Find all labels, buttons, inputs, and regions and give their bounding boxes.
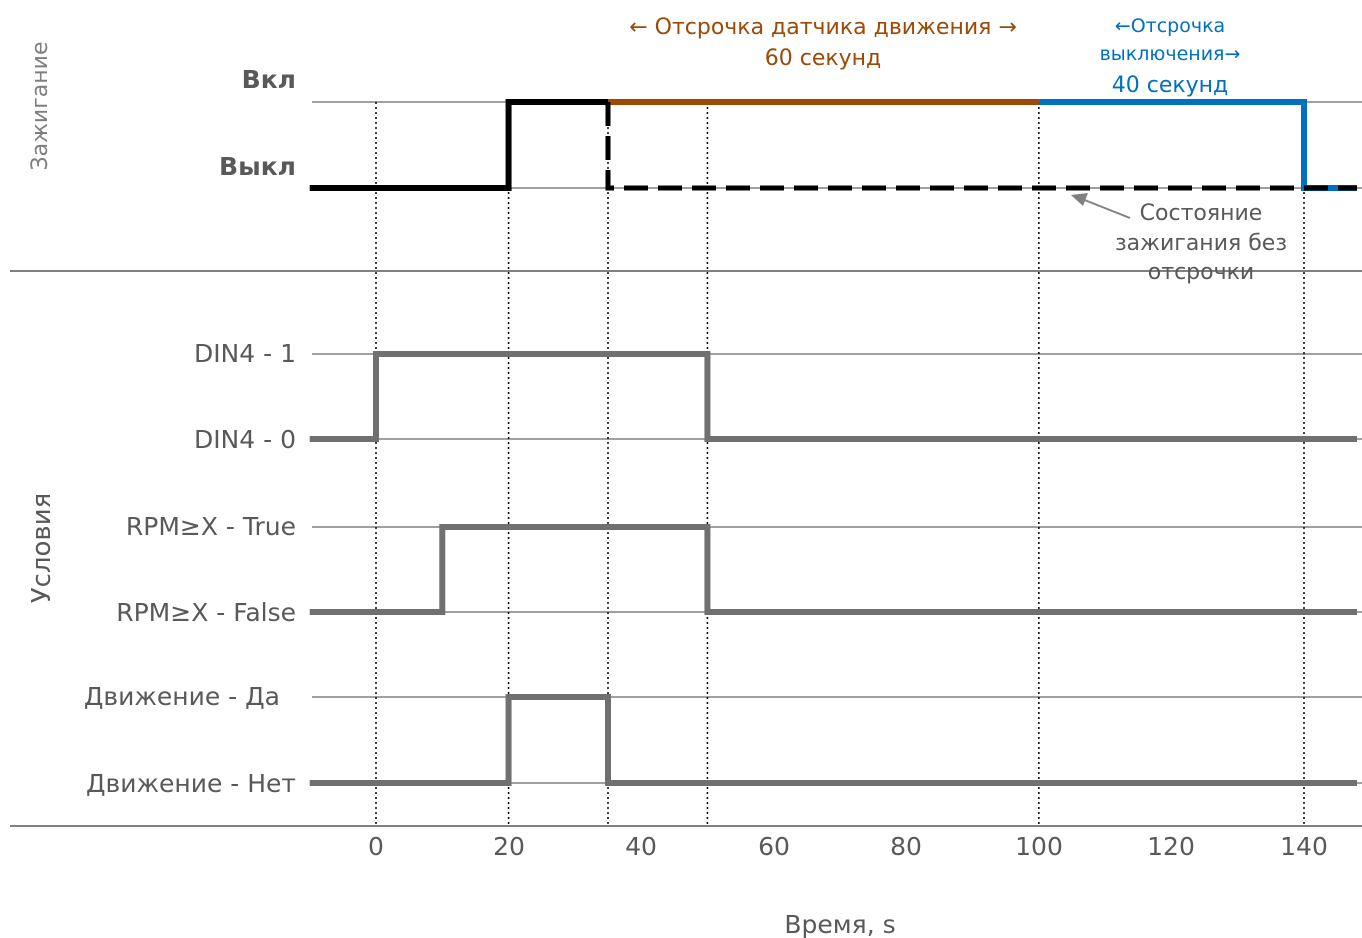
level-label-movement-low: Движение - Нет xyxy=(86,769,296,798)
motion-delay-annotation-line2: 60 секунд xyxy=(765,46,882,71)
level-label-din4-high: DIN4 - 1 xyxy=(194,339,296,368)
level-label-rpm-high: RPM≥X - True xyxy=(126,512,296,541)
x-tick-20: 20 xyxy=(493,832,525,861)
x-tick-120: 120 xyxy=(1147,832,1195,861)
no-delay-pointer-arrowhead xyxy=(1071,193,1088,206)
time-markers xyxy=(375,102,1305,826)
level-label-din4-low: DIN4 - 0 xyxy=(194,425,296,454)
no-delay-annotation-line1: Состояние xyxy=(1140,201,1263,226)
signal-traces xyxy=(309,99,1358,786)
trace-movement-0-seg-0 xyxy=(309,694,1358,786)
x-tick-80: 80 xyxy=(890,832,922,861)
no-delay-pointer-line xyxy=(1081,198,1131,219)
off-delay-annotation-line2: выключения→ xyxy=(1100,43,1241,65)
no-delay-annotation-line2: зажигания без xyxy=(1115,231,1287,256)
level-label-movement-high: Движение - Да xyxy=(84,682,280,711)
trace-din4-0-seg-0 xyxy=(309,351,1358,442)
x-tick-40: 40 xyxy=(625,832,657,861)
x-tick-140: 140 xyxy=(1280,832,1328,861)
no-delay-annotation-line3: отсрочки xyxy=(1148,260,1254,285)
level-label-ignition-high: Вкл xyxy=(242,65,296,94)
off-delay-annotation-line1: ←Отсрочка xyxy=(1115,15,1225,37)
trace-rpm-0-seg-0 xyxy=(309,524,1358,615)
trace-ignition-ignition-with-delay-seg-0 xyxy=(309,99,608,191)
motion-delay-annotation-line1: ← Отсрочка датчика движения → xyxy=(629,15,1017,40)
trace-ignition-ignition-with-delay-seg-2 xyxy=(1038,99,1358,191)
x-tick-0: 0 xyxy=(368,832,384,861)
off-delay-annotation-line3: 40 секунд xyxy=(1112,73,1229,98)
section-label-conditions: Условия xyxy=(27,493,57,604)
x-axis-label: Время, s xyxy=(784,910,895,938)
x-tick-60: 60 xyxy=(758,832,790,861)
level-label-ignition-low: Выкл xyxy=(219,152,296,181)
x-tick-100: 100 xyxy=(1015,832,1063,861)
level-label-rpm-low: RPM≥X - False xyxy=(116,598,296,627)
trace-ignition-ignition-without-delay-seg-0 xyxy=(605,102,1358,191)
section-label-ignition: Зажигание xyxy=(28,42,53,171)
